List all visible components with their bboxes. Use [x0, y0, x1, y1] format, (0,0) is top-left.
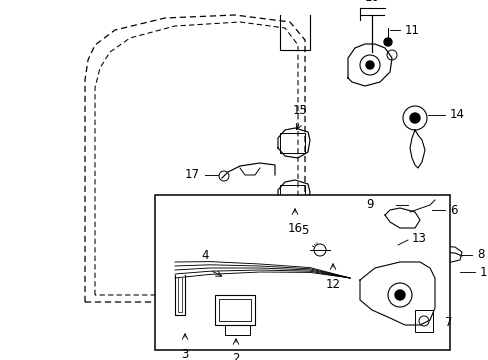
Text: 3: 3: [181, 348, 188, 360]
Text: 13: 13: [411, 231, 426, 244]
Text: 12: 12: [325, 278, 340, 291]
Text: 16: 16: [287, 222, 302, 235]
Circle shape: [384, 200, 394, 210]
Text: 8: 8: [476, 248, 484, 261]
Bar: [215, 295, 254, 325]
Circle shape: [386, 50, 396, 60]
Circle shape: [383, 38, 391, 46]
Bar: [314, 250, 349, 272]
Text: 4: 4: [201, 249, 208, 262]
Text: 1: 1: [479, 266, 487, 279]
Bar: [354, 240, 396, 268]
Circle shape: [313, 244, 325, 256]
Text: 11: 11: [404, 23, 419, 36]
Text: 10: 10: [364, 0, 379, 4]
Text: 7: 7: [444, 315, 451, 328]
Circle shape: [402, 106, 426, 130]
Text: 17: 17: [184, 168, 200, 181]
Text: 5: 5: [300, 224, 307, 237]
Circle shape: [409, 113, 419, 123]
Bar: [280, 185, 305, 205]
Text: 2: 2: [232, 352, 239, 360]
Bar: [155, 195, 449, 350]
Text: 6: 6: [449, 203, 457, 216]
Text: 9: 9: [366, 198, 373, 211]
Bar: [219, 299, 250, 321]
Circle shape: [219, 171, 228, 181]
Bar: [414, 310, 432, 332]
Bar: [280, 133, 305, 153]
Circle shape: [359, 55, 379, 75]
Text: 15: 15: [292, 104, 307, 117]
Circle shape: [365, 61, 373, 69]
Bar: [358, 244, 392, 264]
Circle shape: [387, 283, 411, 307]
Circle shape: [394, 290, 404, 300]
Text: 14: 14: [449, 108, 464, 122]
Circle shape: [418, 316, 428, 326]
Bar: [318, 254, 346, 268]
Circle shape: [387, 203, 391, 207]
